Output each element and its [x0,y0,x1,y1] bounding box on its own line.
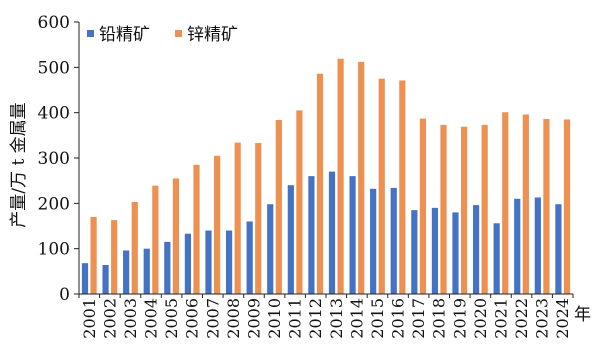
x-tick-label: 2012 [306,298,325,339]
x-tick-label: 2001 [80,298,99,339]
x-tick-label: 2011 [286,298,305,339]
x-tick-label: 2003 [121,298,140,339]
bar-zinc-2020 [481,124,488,294]
bar-lead-2003 [123,250,130,294]
x-tick-label: 2007 [203,298,222,339]
x-tick-label: 2014 [347,298,366,339]
x-tick-label: 2023 [533,298,552,339]
bar-lead-2016 [390,187,397,294]
bar-lead-2005 [164,241,171,294]
bar-zinc-2006 [193,164,200,294]
bar-lead-2018 [431,207,439,294]
bar-lead-2024 [555,204,562,294]
bar-zinc-2002 [111,220,118,294]
x-tick-label: 2017 [409,298,428,339]
bar-zinc-2012 [316,73,324,295]
bar-zinc-2022 [522,114,529,294]
bar-zinc-2021 [502,112,509,294]
bar-lead-2023 [534,197,541,294]
x-tick-label: 2008 [224,298,243,339]
x-tick-label: 2005 [162,298,181,339]
bar-zinc-2013 [337,58,344,294]
x-tick-label: 2015 [368,298,387,339]
x-tick-label: 2019 [450,298,469,339]
y-axis-label: 产量/万 t 金属量 [9,102,29,227]
bar-lead-2012 [308,176,315,294]
y-axis-label-group: 产量/万 t 金属量 [9,102,29,227]
legend: 铅精矿 锌精矿 [87,25,238,45]
x-axis-label: 年 [574,305,591,325]
bar-lead-2006 [184,233,192,294]
bar-zinc-2024 [563,119,571,294]
y-tick-label: 600 [38,13,70,33]
bar-zinc-2014 [358,61,365,294]
x-tick-label: 2024 [553,298,572,339]
bar-zinc-2008 [234,142,241,294]
bar-lead-2019 [452,212,459,294]
x-tick-label: 2002 [100,298,119,339]
x-tick-label: 2006 [183,298,202,339]
bar-lead-2022 [514,198,521,294]
x-tick-label: 2016 [389,298,408,339]
bar-zinc-2018 [440,124,447,294]
bar-zinc-2005 [172,178,180,294]
y-axis-ticks: 0 100 200 300 400 500 600 [38,13,79,305]
bar-lead-2017 [411,210,418,294]
bar-lead-2008 [225,230,233,294]
bar-lead-2021 [493,223,500,294]
y-tick-label: 0 [59,285,70,305]
x-tick-label: 2010 [265,298,284,339]
bar-lead-2001 [81,263,89,294]
legend-swatch-zinc [175,30,182,37]
bar-lead-2014 [349,176,356,294]
legend-swatch-lead [87,30,94,37]
x-axis-ticks: 2001 2002 2003 2004 2005 2006 2007 2008 2009 2010… [78,294,574,339]
bar-zinc-2003 [131,201,138,294]
x-tick-label: 2020 [471,298,490,339]
bars-layer [81,58,571,295]
bar-zinc-2011 [296,110,303,295]
bar-zinc-2007 [213,155,221,294]
x-tick-label: 2018 [430,298,449,339]
legend-label-lead: 铅精矿 [99,25,150,45]
bar-lead-2011 [287,185,294,294]
bar-zinc-2001 [90,216,97,294]
x-tick-label: 2021 [491,298,510,339]
bar-zinc-2009 [255,143,262,294]
bar-zinc-2017 [419,118,427,294]
x-tick-label: 2004 [142,298,161,339]
bar-zinc-2019 [460,126,468,294]
y-tick-label: 500 [38,58,70,78]
bar-lead-2013 [328,171,336,294]
bar-lead-2007 [205,230,212,294]
y-tick-label: 400 [38,104,70,124]
bar-zinc-2016 [399,80,406,294]
bar-zinc-2010 [275,119,282,294]
bar-lead-2020 [472,205,480,294]
bar-lead-2010 [267,204,274,294]
bar-zinc-2015 [378,78,385,295]
x-tick-label: 2009 [244,298,263,339]
y-tick-label: 300 [38,149,70,169]
x-tick-label: 2022 [512,298,531,339]
x-tick-label: 2013 [327,298,346,339]
bar-lead-2002 [102,264,109,294]
bar-zinc-2023 [543,119,550,294]
y-tick-label: 100 [38,240,70,260]
bar-lead-2015 [370,188,377,294]
legend-label-zinc: 锌精矿 [187,25,238,45]
bar-lead-2009 [246,221,253,294]
bar-lead-2004 [143,248,150,294]
y-tick-label: 200 [38,194,70,214]
bar-zinc-2004 [152,185,159,294]
